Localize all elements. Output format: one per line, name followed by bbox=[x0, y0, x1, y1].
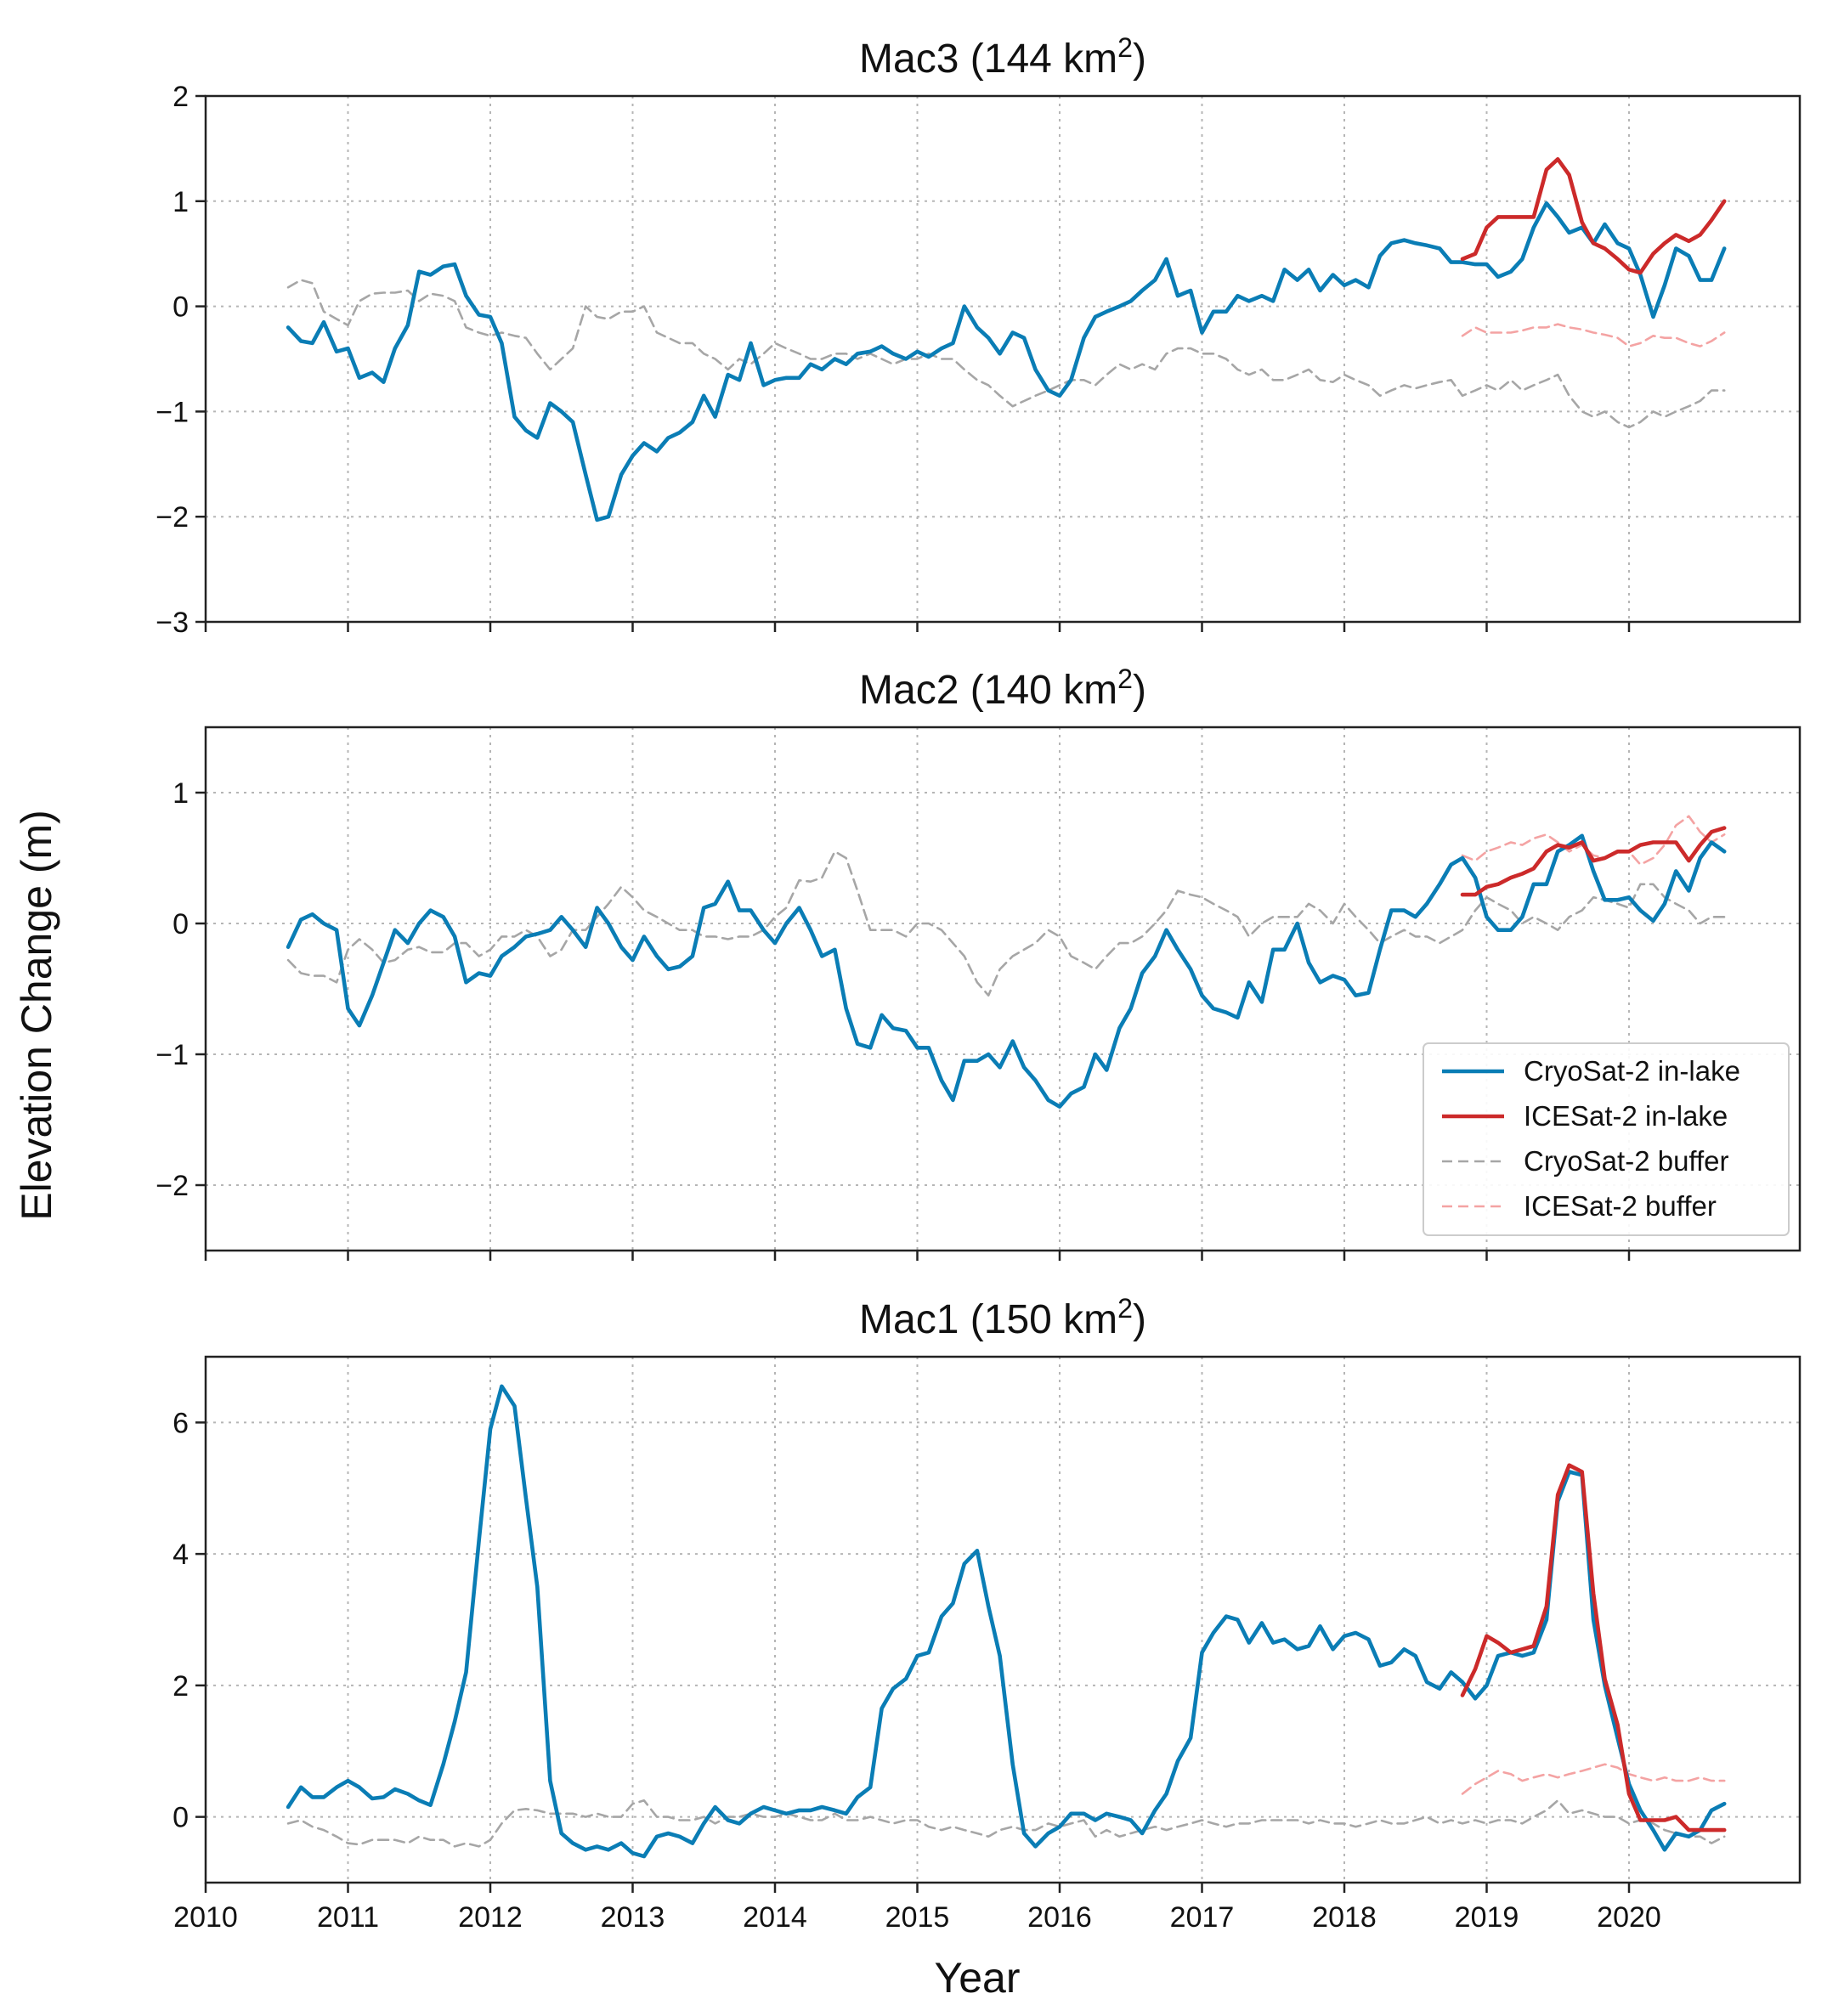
series-icesat-2-buffer-line bbox=[1461, 815, 1726, 867]
y-tick-label: 1 bbox=[173, 777, 189, 810]
series-cryosat-2-in-lake-line bbox=[286, 1384, 1727, 1859]
legend-label: CryoSat-2 buffer bbox=[1524, 1145, 1729, 1177]
series-cryosat-2-buffer-line bbox=[286, 279, 1726, 429]
series-group bbox=[286, 1384, 1727, 1859]
series-icesat-2-in-lake-line bbox=[1460, 826, 1727, 897]
legend-label: ICESat-2 buffer bbox=[1524, 1190, 1717, 1222]
x-tick-label: 2012 bbox=[458, 1901, 523, 1934]
plot-frame bbox=[204, 726, 1802, 1252]
panel-title-mac2: Mac2 (140 km2) bbox=[859, 664, 1146, 713]
x-tick-label: 2019 bbox=[1455, 1901, 1519, 1934]
plot-frame bbox=[204, 1355, 1802, 1884]
panel-title-mac3: Mac3 (144 km2) bbox=[859, 32, 1146, 82]
title-main: Mac1 (150 km bbox=[859, 1297, 1117, 1342]
x-tick-label: 2018 bbox=[1312, 1901, 1377, 1934]
x-axis-label: Year bbox=[934, 1954, 1020, 2002]
x-tick-label: 2014 bbox=[743, 1901, 807, 1934]
series-cryosat-2-in-lake-line bbox=[286, 833, 1727, 1109]
title-end: ) bbox=[1133, 1297, 1146, 1342]
x-tick-label: 2015 bbox=[885, 1901, 950, 1934]
y-tick-label: 2 bbox=[173, 81, 189, 113]
series-group bbox=[286, 815, 1727, 1109]
series-cryosat-2-buffer-line bbox=[286, 1799, 1726, 1848]
title-end: ) bbox=[1133, 668, 1146, 713]
y-tick-label: 0 bbox=[173, 291, 189, 324]
y-tick-label: −2 bbox=[156, 1170, 189, 1202]
title-main: Mac3 (144 km bbox=[859, 37, 1117, 82]
x-tick-label: 2016 bbox=[1027, 1901, 1092, 1934]
x-tick-label: 2013 bbox=[601, 1901, 665, 1934]
x-tick-label: 2010 bbox=[173, 1901, 238, 1934]
legend-label: CryoSat-2 in-lake bbox=[1524, 1055, 1740, 1087]
x-tick-label: 2020 bbox=[1597, 1901, 1661, 1934]
y-tick-label: −1 bbox=[156, 396, 189, 428]
title-superscript: 2 bbox=[1117, 664, 1133, 694]
y-tick-label: −2 bbox=[156, 501, 189, 534]
y-axis-label: Elevation Change (m) bbox=[13, 810, 60, 1221]
legend-label: ICESat-2 in-lake bbox=[1524, 1100, 1728, 1132]
series-cryosat-2-in-lake-line bbox=[286, 201, 1727, 522]
panel-mac3: Mac3 (144 km2)210−1−2−3 bbox=[156, 32, 1802, 639]
series-icesat-2-in-lake-line bbox=[1460, 1463, 1727, 1832]
y-tick-label: 4 bbox=[173, 1539, 189, 1571]
series-icesat-2-buffer-line bbox=[1461, 1763, 1726, 1795]
panel-mac2: Mac2 (140 km2) 1 0 −1 −2 bbox=[156, 664, 1802, 1261]
y-tick-label: 6 bbox=[173, 1407, 189, 1439]
series-icesat-2-buffer-line bbox=[1461, 323, 1726, 347]
y-tick-label: −3 bbox=[156, 607, 189, 639]
y-tick-label: 1 bbox=[173, 186, 189, 218]
y-tick-label: −1 bbox=[156, 1039, 189, 1071]
series-icesat-2-in-lake-line bbox=[1460, 157, 1727, 275]
title-main: Mac2 (140 km bbox=[859, 668, 1117, 713]
legend: CryoSat-2 in-lake ICESat-2 in-lake CryoSat… bbox=[1423, 1042, 1790, 1236]
title-end: ) bbox=[1133, 37, 1146, 82]
panel-title-mac1: Mac1 (150 km2) bbox=[859, 1293, 1146, 1342]
y-tick-label: 2 bbox=[173, 1670, 189, 1703]
series-cryosat-2-buffer-line bbox=[286, 850, 1726, 997]
y-tick-label: 0 bbox=[173, 908, 189, 940]
series-group bbox=[286, 157, 1727, 522]
y-tick-label: 0 bbox=[173, 1802, 189, 1834]
title-superscript: 2 bbox=[1117, 1293, 1133, 1324]
x-tick-label: 2017 bbox=[1170, 1901, 1235, 1934]
x-tick-label: 2011 bbox=[317, 1901, 379, 1934]
legend-box bbox=[1423, 1042, 1790, 1236]
plot-frame bbox=[204, 94, 1802, 624]
title-superscript: 2 bbox=[1117, 32, 1133, 63]
